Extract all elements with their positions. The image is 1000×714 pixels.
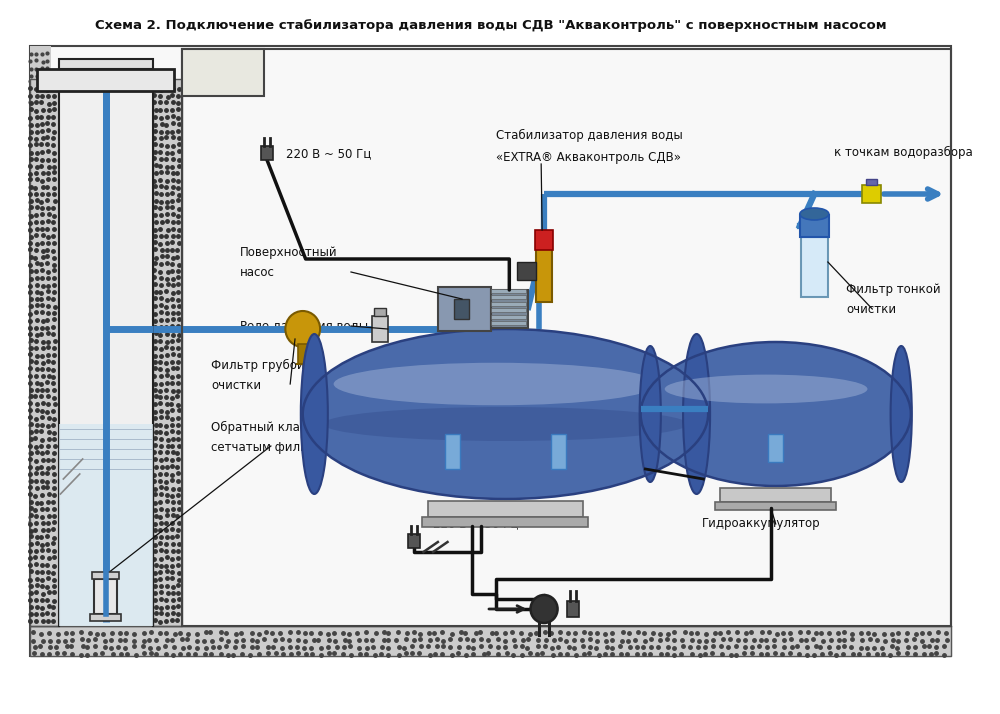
Bar bbox=[30, 46, 51, 626]
Ellipse shape bbox=[800, 208, 829, 220]
Ellipse shape bbox=[334, 363, 658, 406]
Bar bbox=[801, 237, 828, 297]
Text: к точкам водоразбора: к точкам водоразбора bbox=[834, 146, 972, 159]
Bar bbox=[800, 215, 829, 237]
Ellipse shape bbox=[665, 375, 867, 403]
Bar bbox=[374, 308, 386, 316]
Bar bbox=[261, 146, 273, 160]
Bar bbox=[372, 316, 388, 342]
Bar bbox=[720, 488, 831, 502]
Text: очистки: очистки bbox=[211, 379, 261, 392]
Bar bbox=[567, 601, 579, 617]
Bar bbox=[491, 308, 526, 312]
Bar bbox=[517, 262, 536, 280]
Bar bbox=[59, 79, 153, 626]
Bar bbox=[491, 295, 526, 299]
Ellipse shape bbox=[303, 329, 708, 499]
Bar bbox=[408, 534, 420, 548]
Bar bbox=[862, 185, 881, 203]
Ellipse shape bbox=[640, 346, 661, 482]
Bar bbox=[422, 517, 588, 527]
Bar bbox=[182, 49, 264, 96]
Ellipse shape bbox=[641, 342, 911, 486]
Bar bbox=[182, 49, 951, 626]
Text: «EXTRA® Акваконтроль СДВ»: «EXTRA® Акваконтроль СДВ» bbox=[496, 151, 681, 164]
Bar bbox=[535, 230, 553, 250]
Bar bbox=[30, 46, 951, 656]
Ellipse shape bbox=[323, 407, 688, 441]
Bar bbox=[428, 501, 583, 517]
Text: 220 В ~ 50 Гц: 220 В ~ 50 Гц bbox=[286, 148, 372, 161]
Bar bbox=[298, 344, 308, 364]
Bar bbox=[90, 614, 121, 621]
Text: очистки: очистки bbox=[846, 303, 896, 316]
Bar bbox=[768, 434, 783, 462]
Ellipse shape bbox=[301, 334, 328, 494]
Text: Гидроаккумулятор: Гидроаккумулятор bbox=[701, 518, 820, 531]
Text: Схема 2. Подключение стабилизатора давления воды СДВ "Акваконтроль" с поверхност: Схема 2. Подключение стабилизатора давле… bbox=[95, 19, 887, 32]
Ellipse shape bbox=[683, 334, 710, 494]
Bar bbox=[37, 69, 174, 91]
Bar bbox=[94, 579, 117, 614]
Bar bbox=[30, 626, 951, 656]
Bar bbox=[438, 287, 491, 331]
Bar bbox=[491, 314, 526, 318]
Bar bbox=[454, 299, 469, 319]
Text: Фильтр грубой: Фильтр грубой bbox=[211, 359, 305, 372]
Text: 220 В ~ 50 Гц: 220 В ~ 50 Гц bbox=[433, 518, 518, 531]
Ellipse shape bbox=[891, 346, 912, 482]
Bar bbox=[59, 59, 153, 69]
Text: Поверхностный: Поверхностный bbox=[240, 246, 338, 259]
Bar bbox=[491, 321, 526, 325]
Bar bbox=[715, 502, 836, 510]
Circle shape bbox=[285, 311, 320, 347]
Bar bbox=[551, 434, 566, 469]
Text: насос: насос bbox=[240, 266, 275, 279]
Bar bbox=[59, 424, 153, 626]
Bar bbox=[445, 434, 460, 469]
Bar bbox=[491, 288, 526, 293]
Bar bbox=[92, 572, 119, 579]
Bar bbox=[491, 290, 528, 328]
Bar bbox=[153, 79, 182, 626]
Bar bbox=[491, 301, 526, 306]
Text: Реле давления воды: Реле давления воды bbox=[240, 319, 368, 333]
Text: Обратный клапан с: Обратный клапан с bbox=[211, 421, 333, 434]
Bar bbox=[866, 179, 877, 185]
Text: Стабилизатор давления воды: Стабилизатор давления воды bbox=[496, 129, 683, 142]
Bar bbox=[536, 247, 552, 302]
Text: Фильтр тонкой: Фильтр тонкой bbox=[846, 283, 941, 296]
Text: сетчатым фильтром: сетчатым фильтром bbox=[211, 441, 338, 454]
Bar bbox=[30, 79, 59, 626]
Circle shape bbox=[531, 595, 558, 623]
